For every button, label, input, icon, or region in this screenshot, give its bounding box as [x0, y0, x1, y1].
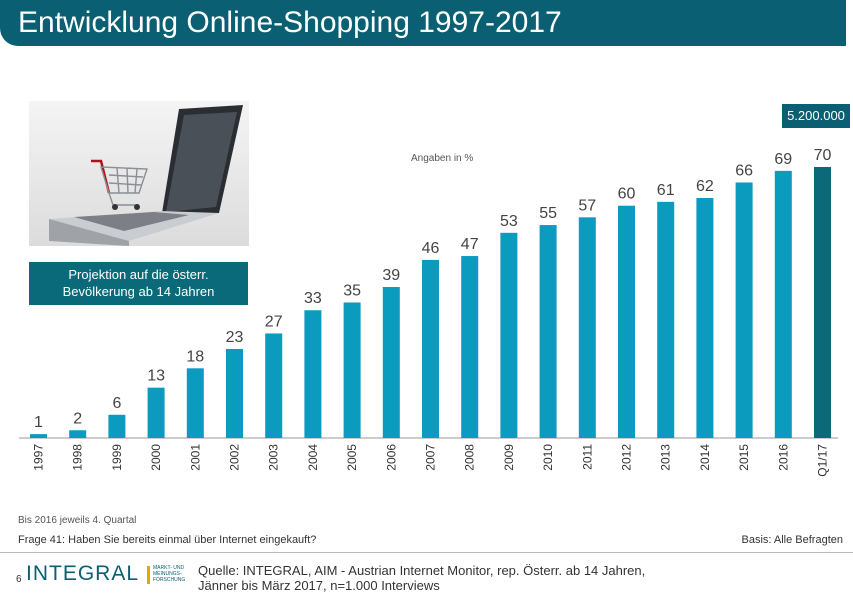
logo-subtitle-line-2: MEINUNGS- — [153, 571, 182, 577]
survey-question: Frage 41: Haben Sie bereits einmal über … — [18, 534, 317, 546]
x-tick-label: 2015 — [737, 444, 751, 471]
bar-2009 — [500, 232, 518, 438]
x-tick-label: 2010 — [541, 444, 555, 471]
bar-2011 — [578, 217, 596, 438]
bar-value-label: 70 — [814, 147, 832, 164]
x-tick-label: 1998 — [71, 444, 85, 471]
bar-2014 — [696, 197, 714, 438]
bar-2015 — [735, 182, 753, 438]
x-tick-label: 2003 — [267, 444, 281, 471]
bar-2010 — [539, 225, 557, 438]
footer-divider — [0, 552, 853, 553]
bar-value-label: 57 — [578, 197, 596, 214]
bar-2008 — [461, 256, 479, 438]
bar-2016 — [774, 170, 792, 438]
logo-accent-bar — [147, 566, 150, 584]
bar-value-label: 53 — [500, 213, 518, 230]
bar-2006 — [382, 287, 400, 438]
x-tick-label: 1999 — [110, 444, 124, 471]
x-tick-label: 2016 — [776, 444, 790, 471]
bar-value-label: 39 — [382, 267, 400, 284]
bar-value-label: 27 — [265, 313, 283, 330]
bar-value-label: 6 — [112, 395, 121, 412]
unit-note: Angaben in % — [411, 153, 474, 164]
bar-2003 — [265, 333, 283, 438]
bar-value-label: 18 — [186, 348, 204, 365]
source-note: Quelle: INTEGRAL, AIM - Austrian Interne… — [198, 563, 645, 593]
x-tick-label: 2007 — [424, 444, 438, 471]
bar-value-label: 35 — [343, 283, 361, 300]
bar-1998 — [69, 430, 87, 438]
x-tick-label: 2002 — [228, 444, 242, 471]
integral-logo: INTEGRAL — [26, 562, 140, 585]
logo-subtitle-line-3: FORSCHUNG — [153, 577, 186, 583]
x-tick-label: 2014 — [698, 444, 712, 471]
x-tick-label: 2001 — [188, 444, 202, 471]
bar-Q1-17 — [814, 167, 831, 438]
laptop-shopping-cart-image — [29, 101, 249, 246]
bar-value-label: 66 — [735, 162, 753, 179]
bar-value-label: 69 — [774, 151, 792, 168]
bar-2002 — [226, 348, 243, 438]
bar-value-label: 1 — [34, 414, 43, 431]
bar-1999 — [108, 414, 126, 438]
bar-value-label: 23 — [226, 329, 244, 346]
bar-value-label: 55 — [539, 205, 557, 222]
x-tick-label: Q1/17 — [816, 444, 830, 477]
projection-line-2: Bevölkerung ab 14 Jahren — [62, 284, 215, 299]
bar-2013 — [657, 201, 675, 438]
x-tick-label: 2011 — [580, 444, 594, 470]
x-tick-label: 2005 — [345, 444, 359, 471]
bar-2004 — [304, 310, 322, 438]
x-tick-label: 2008 — [463, 444, 477, 471]
x-tick-label: 2013 — [659, 444, 673, 471]
bar-value-label: 13 — [147, 368, 165, 385]
bar-value-label: 33 — [304, 290, 322, 307]
footnote: Bis 2016 jeweils 4. Quartal — [18, 515, 137, 526]
x-tick-label: 2012 — [620, 444, 634, 471]
total-population-badge: 5.200.000 — [782, 104, 850, 128]
bar-value-label: 60 — [618, 186, 636, 203]
bar-2012 — [618, 205, 635, 438]
bar-2001 — [186, 368, 204, 438]
x-tick-label: 2006 — [384, 444, 398, 471]
basis-note: Basis: Alle Befragten — [741, 534, 843, 546]
bar-2007 — [422, 259, 439, 438]
bar-value-label: 2 — [73, 410, 82, 427]
page-title: Entwicklung Online-Shopping 1997-2017 — [18, 6, 562, 39]
bar-value-label: 46 — [422, 240, 440, 257]
bar-value-label: 62 — [696, 178, 714, 195]
x-tick-label: 2004 — [306, 444, 320, 471]
page-number: 6 — [16, 574, 22, 585]
x-tick-label: 1997 — [32, 444, 46, 471]
source-line-1: Quelle: INTEGRAL, AIM - Austrian Interne… — [198, 563, 646, 578]
projection-note: Projektion auf die österr. Bevölkerung a… — [29, 262, 248, 305]
bar-value-label: 47 — [461, 236, 479, 253]
bar-1997 — [30, 434, 47, 438]
logo-subtitle-line-1: MARKT- UND — [153, 565, 185, 571]
title-bar: Entwicklung Online-Shopping 1997-2017 — [0, 0, 846, 46]
bar-value-label: 61 — [657, 182, 675, 199]
x-tick-label: 2009 — [502, 444, 516, 471]
logo-subtitle: MARKT- UND MEINUNGS- FORSCHUNG — [153, 565, 185, 583]
x-tick-label: 2000 — [149, 444, 163, 471]
source-line-2: Jänner bis März 2017, n=1.000 Interviews — [198, 578, 440, 593]
bar-2005 — [343, 302, 361, 438]
bar-2000 — [147, 387, 165, 438]
projection-line-1: Projektion auf die österr. — [68, 267, 209, 282]
